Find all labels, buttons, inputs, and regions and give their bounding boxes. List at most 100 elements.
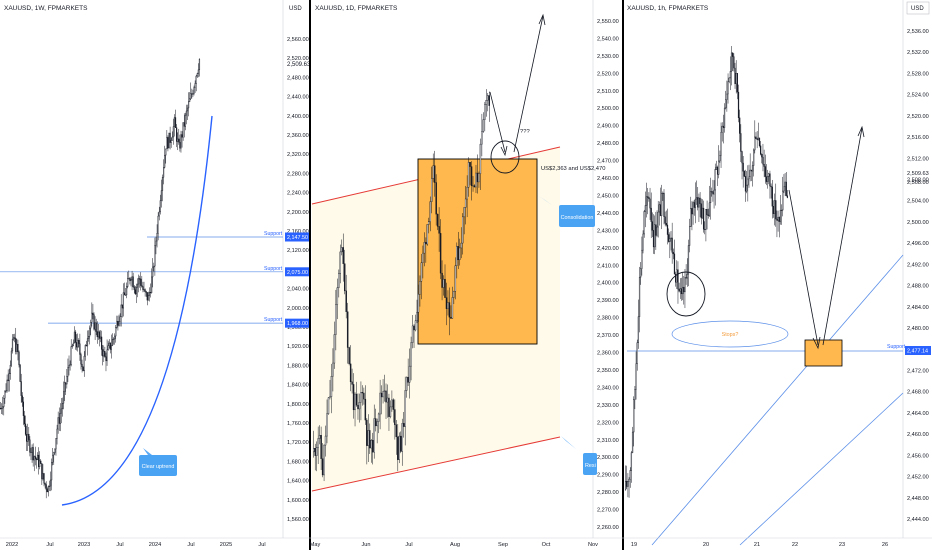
clear-uptrend-callout[interactable]: Clear uptrend bbox=[139, 448, 177, 476]
uptrend-curve[interactable] bbox=[61, 115, 213, 506]
price-tick: 2,490.00 bbox=[597, 124, 619, 130]
price-tick: 2,330.00 bbox=[597, 403, 619, 409]
candle-body bbox=[484, 104, 486, 120]
time-axis[interactable]: 19 20 21 22 23 26 bbox=[631, 542, 888, 548]
candle-body bbox=[668, 234, 670, 242]
price-tick: 2,550.00 bbox=[597, 19, 619, 25]
candle-body bbox=[28, 433, 30, 440]
candle-body bbox=[629, 470, 631, 480]
trendline-lower[interactable] bbox=[739, 392, 904, 546]
candle-body bbox=[383, 390, 386, 392]
time-tick: 2025 bbox=[220, 542, 232, 548]
time-axis[interactable]: 2022 Jul 2023 Jul 2024 Jul 2025 Jul bbox=[6, 542, 266, 548]
candle-body bbox=[7, 379, 9, 382]
candle-body bbox=[744, 176, 747, 192]
candle-body bbox=[138, 278, 140, 285]
candle-body bbox=[80, 354, 82, 365]
candle-body bbox=[197, 69, 199, 74]
price-tick: 1,560.00 bbox=[287, 517, 309, 523]
price-tick: 2,560.00 bbox=[287, 37, 309, 43]
candle-body bbox=[382, 391, 384, 398]
candle-body bbox=[739, 117, 741, 134]
candle-body bbox=[182, 122, 184, 138]
low-circle[interactable] bbox=[666, 271, 706, 317]
price-tick: 2,310.00 bbox=[597, 438, 619, 444]
candle-body bbox=[167, 137, 169, 149]
candle-body bbox=[361, 392, 364, 394]
trendline-upper[interactable] bbox=[651, 254, 904, 546]
support-price-tag[interactable] bbox=[285, 267, 309, 277]
price-tick: 2,516.00 bbox=[907, 135, 929, 141]
candle-body bbox=[82, 366, 84, 371]
candle-body bbox=[196, 73, 198, 77]
breakout-circle[interactable] bbox=[490, 140, 520, 174]
resistance-callout[interactable]: Resi bbox=[561, 436, 597, 475]
candle-body bbox=[764, 166, 766, 177]
candle-body bbox=[402, 423, 405, 427]
candle-body bbox=[708, 202, 711, 216]
time-tick: Jul bbox=[116, 542, 123, 548]
question-note: ??? bbox=[520, 129, 530, 135]
candle-body bbox=[51, 462, 53, 481]
candle-body bbox=[774, 200, 776, 214]
support-price: 2,147.50 bbox=[287, 235, 308, 241]
candle-body bbox=[52, 454, 54, 463]
candle-body bbox=[338, 273, 340, 288]
candle-body bbox=[756, 138, 758, 141]
price-tick: 2,270.00 bbox=[597, 508, 619, 514]
candle-body bbox=[348, 347, 350, 365]
candle-body bbox=[377, 413, 380, 422]
candle-body bbox=[475, 172, 477, 188]
candle-body bbox=[189, 98, 191, 102]
candle-body bbox=[730, 52, 733, 72]
candle-body bbox=[159, 200, 161, 213]
price-axis[interactable]: 2,536.00 2,532.00 2,528.00 2,524.00 2,520.00… bbox=[907, 29, 929, 523]
candle-body bbox=[635, 363, 637, 390]
price-tick: 2,410.00 bbox=[597, 263, 619, 269]
candle-body bbox=[734, 67, 736, 84]
candle-body bbox=[395, 424, 398, 438]
candle-body bbox=[454, 265, 457, 292]
stops-ellipse[interactable] bbox=[671, 320, 789, 348]
price-tick: 2,520.00 bbox=[907, 114, 929, 120]
support-price-tag[interactable] bbox=[285, 318, 309, 328]
price-axis[interactable]: 2,560.00 2,520.00 2,480.00 2,440.00 2,400.00… bbox=[287, 37, 309, 523]
candle-body bbox=[161, 177, 164, 191]
projection-arrows[interactable] bbox=[788, 125, 865, 350]
support-price-tag[interactable] bbox=[285, 232, 309, 242]
candle-body bbox=[164, 154, 166, 168]
candle-body bbox=[117, 320, 119, 326]
time-tick: May bbox=[310, 542, 321, 548]
price-axis[interactable]: 2,550.00 2,540.00 2,530.00 2,520.00 2,510.00… bbox=[597, 19, 619, 531]
candle-body bbox=[81, 363, 83, 368]
projection-arrows[interactable] bbox=[489, 13, 546, 157]
candle-body bbox=[767, 176, 769, 182]
candle-body bbox=[770, 185, 772, 188]
candle-body bbox=[760, 145, 762, 155]
time-axis[interactable]: May Jun Jul Aug Sep Oct Nov bbox=[310, 542, 598, 548]
candle-body bbox=[31, 447, 33, 453]
support-price-tag[interactable]: 2,477.14 bbox=[905, 346, 931, 355]
candle-body bbox=[464, 198, 467, 208]
candle-body bbox=[689, 226, 691, 246]
candle-body bbox=[405, 376, 408, 391]
candle-body bbox=[392, 399, 395, 410]
candle-body bbox=[463, 207, 465, 218]
candle-body bbox=[750, 169, 752, 172]
candle-body bbox=[46, 489, 48, 493]
candle-body bbox=[746, 184, 748, 192]
candle-body bbox=[416, 311, 418, 321]
candle-body bbox=[64, 382, 66, 392]
consolidation-callout[interactable]: Consolidation bbox=[539, 196, 595, 227]
price-tick: 2,350.00 bbox=[597, 368, 619, 374]
candle-body bbox=[672, 252, 674, 255]
candle-body bbox=[57, 417, 59, 430]
channel-lower[interactable] bbox=[311, 436, 561, 492]
candle-body bbox=[23, 415, 26, 425]
candle-body bbox=[154, 245, 156, 267]
panel-weekly: XAUUSD, 1W, FPMARKETS USD 2,560.00 2,520.… bbox=[0, 0, 311, 548]
support-lines: Support 2,147.50 Support 2,075.00 Support 1,9… bbox=[0, 231, 309, 328]
stops-note: Stops? bbox=[722, 332, 739, 338]
candle-body bbox=[776, 218, 778, 221]
candle-body bbox=[323, 444, 325, 476]
